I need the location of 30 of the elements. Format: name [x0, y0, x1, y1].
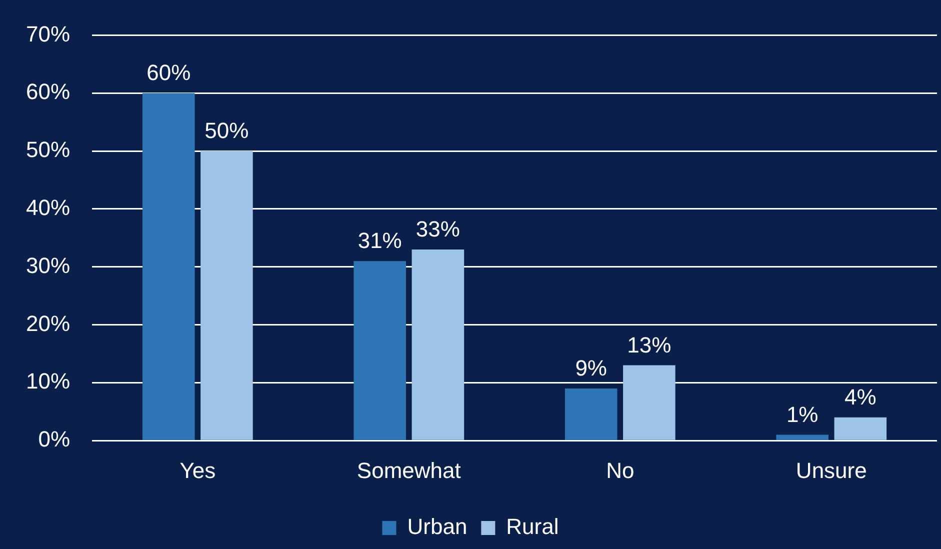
bar — [834, 417, 887, 440]
bar — [354, 261, 406, 440]
data-label: 13% — [627, 332, 672, 358]
x-tick-label: Unsure — [796, 458, 867, 483]
legend-label: Rural — [506, 514, 559, 540]
x-tick-label: No — [606, 458, 634, 483]
data-label: 4% — [844, 384, 876, 410]
y-tick-label: 70% — [26, 21, 70, 46]
data-label: 50% — [204, 118, 249, 144]
x-tick-label: Yes — [180, 458, 216, 483]
bar — [142, 93, 195, 440]
bar — [776, 434, 828, 440]
y-tick-label: 60% — [26, 79, 70, 104]
legend-label: Urban — [407, 514, 468, 540]
data-label: 9% — [575, 356, 607, 381]
bar — [200, 151, 253, 440]
y-tick-label: 40% — [26, 195, 70, 220]
data-label: 60% — [146, 60, 191, 86]
x-tick-label: Somewhat — [356, 458, 461, 483]
y-tick-label: 10% — [26, 368, 70, 394]
data-label: 31% — [358, 228, 402, 254]
y-tick-label: 20% — [26, 310, 70, 336]
bar — [564, 388, 618, 440]
y-tick-label: 0% — [38, 426, 70, 452]
y-tick-label: 30% — [26, 252, 70, 278]
y-tick-label: 50% — [26, 137, 70, 162]
data-label: 33% — [416, 216, 460, 242]
data-label: 1% — [786, 402, 818, 427]
bar — [412, 249, 464, 440]
bar — [623, 365, 676, 440]
